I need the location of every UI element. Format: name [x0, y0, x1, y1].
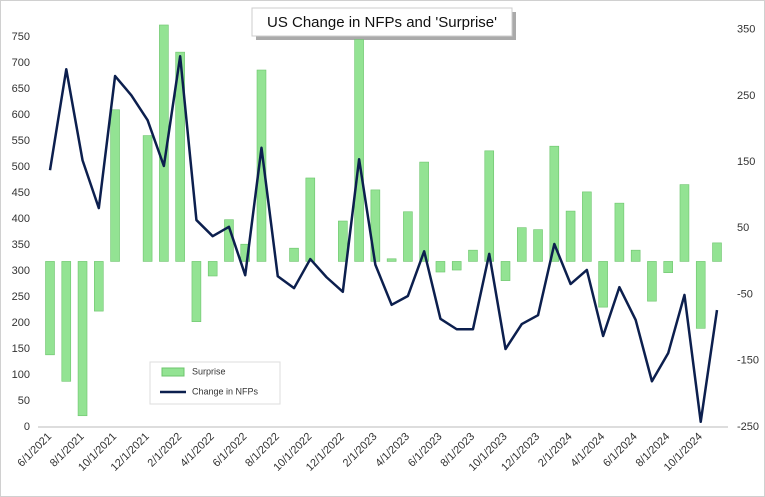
bar	[240, 243, 250, 262]
bar	[175, 51, 185, 262]
bar	[386, 258, 397, 262]
legend-swatch	[161, 367, 185, 377]
y-tick-label: 600	[12, 109, 30, 121]
bar	[403, 211, 413, 262]
bar	[630, 249, 641, 262]
bar	[468, 249, 478, 262]
bar	[94, 261, 104, 312]
bar	[110, 109, 120, 262]
bar	[289, 247, 299, 262]
y-tick-label: 150	[12, 343, 30, 355]
y-tick-label: 750	[12, 31, 30, 43]
bar	[695, 261, 706, 329]
y2-tick-label: 150	[737, 156, 755, 168]
bar	[582, 191, 592, 262]
y-tick-label: 350	[12, 239, 30, 251]
bar	[647, 261, 657, 302]
y-tick-label: 650	[12, 83, 30, 95]
legend-label: Change in NFPs	[192, 386, 259, 396]
y2-tick-label: 350	[737, 24, 755, 36]
y-tick-label: 50	[18, 395, 30, 407]
bar	[256, 69, 267, 262]
bar	[598, 261, 608, 308]
bar	[207, 261, 218, 277]
bar	[614, 202, 625, 262]
y-tick-label: 550	[12, 135, 30, 147]
y-tick-label: 700	[12, 57, 30, 69]
bar	[517, 227, 527, 262]
y-tick-label: 200	[12, 317, 30, 329]
bar	[45, 261, 55, 356]
bar	[77, 261, 88, 417]
legend-label: Surprise	[192, 366, 226, 376]
bar	[679, 184, 690, 262]
bar	[142, 135, 153, 262]
y2-tick-label: 50	[737, 222, 749, 234]
y2-tick-label: 250	[737, 90, 755, 102]
bar	[61, 261, 72, 382]
y-tick-label: 400	[12, 213, 30, 225]
y-tick-label: 100	[12, 369, 30, 381]
bar	[500, 261, 511, 281]
y-tick-label: 250	[12, 291, 30, 303]
bar	[338, 220, 348, 262]
y-tick-label: 300	[12, 265, 30, 277]
bar	[419, 161, 429, 262]
bar	[305, 177, 316, 262]
chart-title: US Change in NFPs and 'Surprise'	[267, 14, 497, 31]
y2-tick-label: -50	[737, 288, 753, 300]
bar	[435, 261, 446, 273]
y-tick-label: 450	[12, 187, 30, 199]
bar	[663, 261, 673, 273]
y2-tick-label: -150	[737, 355, 759, 367]
y-tick-label: 0	[24, 421, 30, 433]
line	[48, 55, 719, 424]
bar	[191, 261, 202, 322]
bar	[549, 145, 560, 262]
y2-tick-label: -250	[737, 421, 759, 433]
bar	[533, 229, 543, 262]
bar	[712, 242, 722, 262]
y-tick-label: 500	[12, 161, 30, 173]
bar	[451, 261, 462, 271]
bar	[565, 210, 576, 262]
bar	[354, 39, 364, 262]
title-box	[251, 7, 513, 37]
bar	[484, 150, 495, 262]
